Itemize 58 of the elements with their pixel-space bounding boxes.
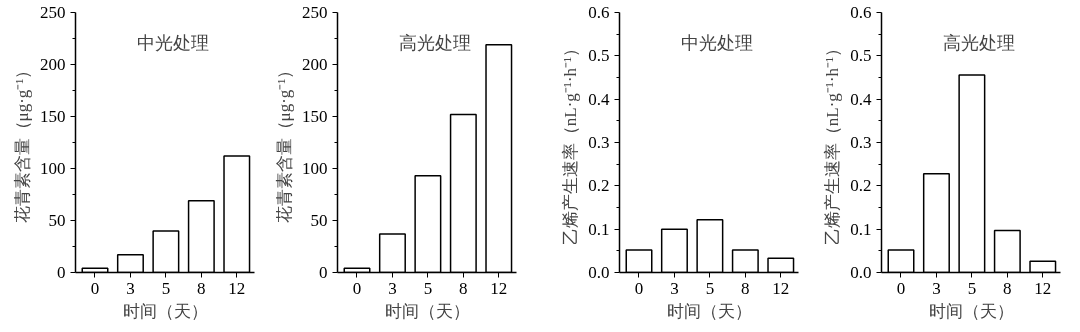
y-tick-label: 0.3 [588, 133, 610, 152]
x-tick-label: 5 [423, 278, 433, 298]
x-axis-title: 时间（天） [384, 301, 470, 321]
y-tick-label: 0.3 [850, 133, 872, 152]
y-tick-label: 0.1 [850, 219, 872, 239]
y-axis-title: 乙烯产生速率（nL·g⁻¹·h⁻¹） [823, 39, 843, 246]
y-tick-label: 0.6 [588, 3, 610, 22]
text: 高光处理 [942, 32, 1015, 53]
y-tick-label: 0.2 [850, 176, 872, 196]
y-tick-label: 0.6 [850, 3, 872, 22]
x-tick-label: 3 [932, 278, 941, 298]
y-tick-label: 250 [40, 3, 66, 22]
y-tick-label: 200 [40, 55, 66, 74]
x-tick-label: 8 [459, 278, 468, 298]
x-tick-label: 5 [705, 278, 715, 298]
x-tick-label: 3 [670, 278, 679, 298]
x-tick-label: 12 [772, 278, 790, 298]
x-tick-label: 8 [741, 278, 750, 298]
y-tick-label: 0.0 [850, 263, 872, 282]
y-tick-label: 150 [40, 107, 66, 126]
x-tick-label: 12 [1034, 278, 1052, 298]
text: 中光处理 [680, 32, 753, 53]
x-tick-label: 3 [388, 278, 397, 298]
y-axis-title: 花青素含量（μg·g⁻¹） [13, 61, 32, 224]
x-tick-label: 8 [1003, 278, 1012, 298]
x-axis-title: 时间（天） [666, 301, 752, 321]
y-tick-label: 0.2 [588, 176, 610, 196]
x-tick-label: 3 [126, 278, 135, 298]
x-axis-title: 时间（天） [122, 301, 208, 321]
y-axis-title: 花青素含量（μg·g⁻¹） [275, 61, 294, 224]
y-tick-label: 200 [302, 55, 328, 74]
y-tick-label: 0.0 [588, 263, 610, 282]
x-tick-label: 0 [896, 278, 906, 298]
x-tick-label: 12 [228, 278, 246, 298]
y-tick-label: 50 [48, 211, 66, 230]
x-axis-title: 时间（天） [928, 301, 1014, 321]
x-tick-label: 0 [634, 278, 644, 298]
y-tick-label: 50 [310, 211, 328, 230]
y-tick-label: 0 [57, 263, 66, 282]
x-tick-label: 8 [197, 278, 206, 298]
y-tick-label: 0.1 [588, 219, 610, 239]
x-tick-label: 0 [352, 278, 362, 298]
y-tick-label: 0.4 [850, 89, 872, 109]
x-tick-label: 5 [161, 278, 171, 298]
y-tick-label: 0.5 [588, 46, 610, 66]
y-tick-label: 250 [302, 3, 328, 22]
y-axis-title: 乙烯产生速率（nL·g⁻¹·h⁻¹） [561, 39, 581, 246]
y-tick-label: 0.4 [588, 89, 610, 109]
x-tick-label: 12 [490, 278, 508, 298]
y-tick-label: 0 [319, 263, 328, 282]
y-tick-label: 100 [40, 159, 66, 178]
y-tick-label: 0.5 [850, 46, 872, 66]
x-tick-label: 0 [90, 278, 100, 298]
text: 高光处理 [398, 32, 471, 53]
x-tick-label: 5 [967, 278, 977, 298]
text: 中光处理 [136, 32, 209, 53]
y-tick-label: 150 [302, 107, 328, 126]
y-tick-label: 100 [302, 159, 328, 178]
